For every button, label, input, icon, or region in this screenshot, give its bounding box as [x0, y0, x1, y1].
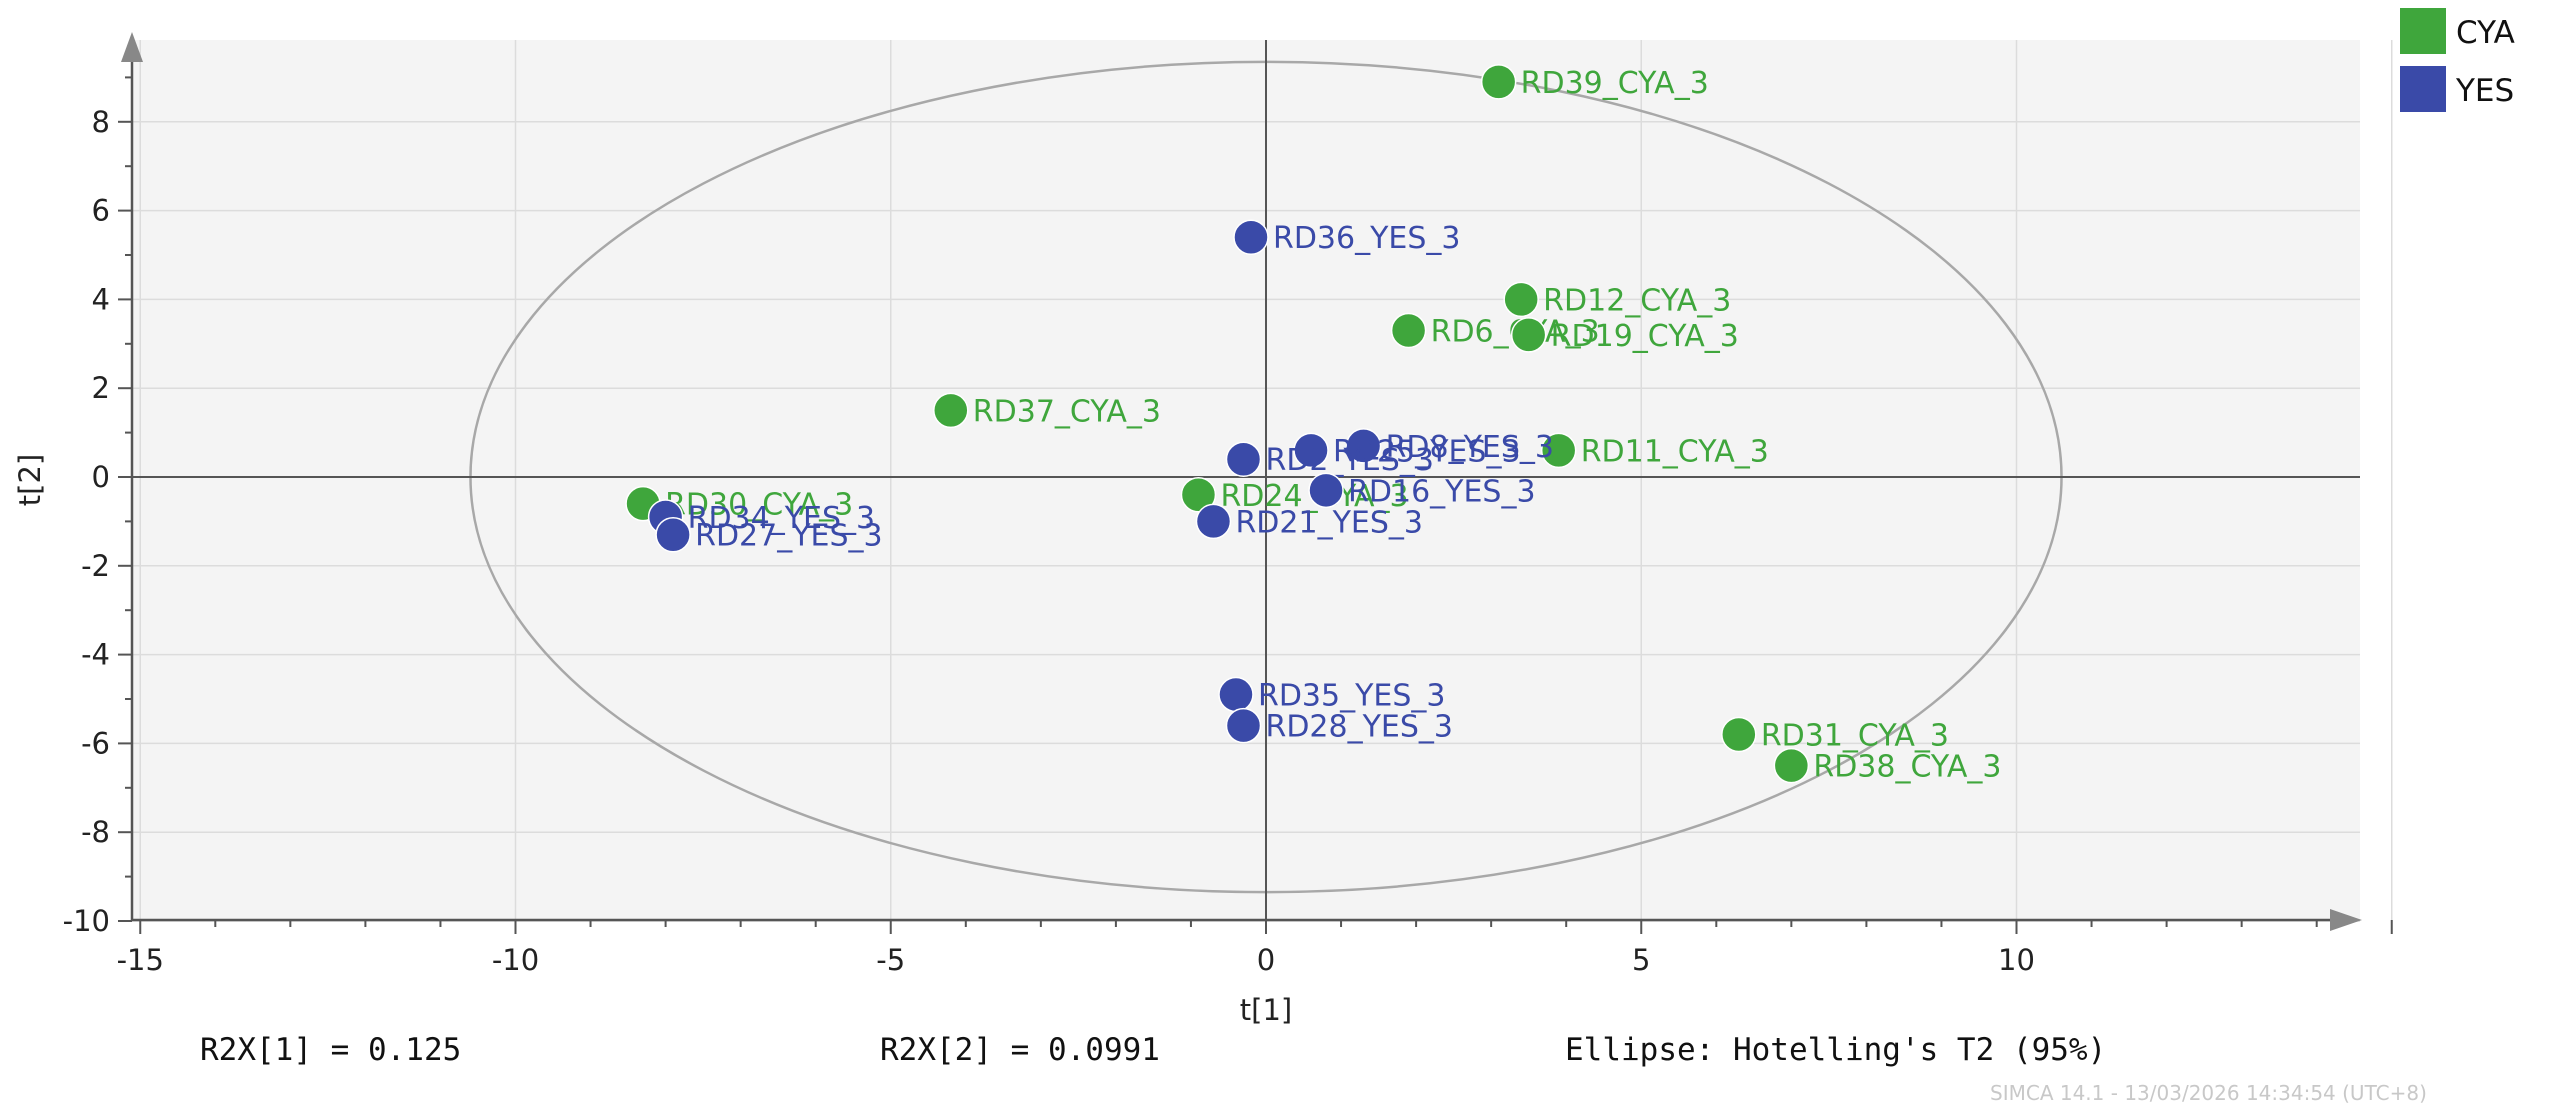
- point-label: RD27_YES_3: [695, 519, 883, 554]
- point-label: RD2_YES_3: [1265, 443, 1433, 478]
- point-rd39-cya-3: [1480, 64, 1517, 100]
- y-tick-label: 4: [92, 282, 110, 316]
- point-rd8-yes-3: [1345, 428, 1382, 464]
- x-tick-label: -5: [876, 943, 905, 977]
- y-tick-label: 8: [92, 105, 110, 139]
- x-axis-title: t[1]: [1240, 993, 1292, 1027]
- point-rd24-cya-3: [1180, 477, 1217, 513]
- x-tick-label: 10: [1998, 943, 2035, 977]
- point-label: RD37_CYA_3: [973, 394, 1161, 429]
- point-rd31-cya-3: [1721, 716, 1757, 753]
- point-label: RD30_CYA_3: [665, 488, 853, 523]
- point-rd16-yes-3: [1308, 472, 1344, 509]
- point-label: RD35_YES_3: [1258, 679, 1446, 714]
- point-rd25-yes-3: [1293, 432, 1329, 469]
- point-rd37-cya-3: [933, 392, 969, 429]
- y-tick-label: -10: [63, 904, 110, 938]
- point-rd36-yes-3: [1233, 219, 1269, 255]
- ellipse-label: Ellipse: Hotelling's T2 (95%): [1565, 1032, 2106, 1068]
- watermark-text: SIMCA 14.1 - 13/03/2026 14:34:54 (UTC+8): [1990, 1081, 2427, 1104]
- point-label: RD34_YES_3: [688, 501, 876, 536]
- y-tick-label: -2: [81, 549, 110, 583]
- point-rd2-yes-3: [1225, 441, 1262, 477]
- point-label: RD16_YES_3: [1348, 474, 1536, 509]
- point-label: RD38_CYA_3: [1813, 750, 2001, 785]
- point-rd19-cya-3: [1510, 317, 1547, 353]
- point-label: RD25_YES_3: [1333, 434, 1521, 469]
- point-rd6-cya-3: [1390, 312, 1427, 349]
- legend-label-cya: CYA: [2456, 15, 2515, 51]
- point-rd27-yes-3: [655, 516, 691, 553]
- point-label: RD28_YES_3: [1265, 710, 1453, 745]
- point-rd11-cya-3: [1540, 432, 1577, 469]
- x-tick-label: -10: [492, 943, 539, 977]
- y-axis-arrow: [121, 32, 143, 62]
- axes: [118, 32, 2393, 934]
- x-tick-label: -15: [117, 943, 164, 977]
- point-label: RD8_YES_3: [1386, 430, 1554, 465]
- plot-background: [132, 40, 2360, 920]
- x-tick-label: 0: [1257, 943, 1275, 977]
- x-axis-arrow: [2330, 909, 2362, 931]
- point-label: RD11_CYA_3: [1581, 434, 1769, 469]
- y-tick-label: -4: [81, 638, 110, 672]
- legend-swatch-cya: [2400, 8, 2446, 54]
- y-tick-label: 2: [92, 371, 110, 405]
- data-points: RD39_CYA_3RD12_CYA_3RD6_CYA_3RD19_CYA_3R…: [625, 64, 2002, 785]
- point-rd21-yes-3: [1195, 503, 1232, 540]
- point-label: RD31_CYA_3: [1761, 719, 1949, 754]
- legend: CYA YES: [2400, 8, 2515, 112]
- point-rd12-cya-3: [1503, 281, 1539, 318]
- r2x2-label: R2X[2] = 0.0991: [880, 1032, 1160, 1068]
- point-label: RD36_YES_3: [1273, 221, 1461, 256]
- point-label: RD39_CYA_3: [1521, 66, 1709, 101]
- point-label: RD12_CYA_3: [1543, 283, 1731, 318]
- y-axis-title: t[2]: [13, 454, 47, 506]
- y-tick-label: 0: [92, 460, 110, 494]
- point-rd35-yes-3: [1218, 676, 1254, 713]
- y-tick-label: -8: [81, 815, 110, 849]
- grid-lines: [132, 40, 2393, 922]
- legend-label-yes: YES: [2455, 73, 2514, 109]
- x-tick-label: 5: [1632, 943, 1650, 977]
- point-label: RD21_YES_3: [1235, 505, 1423, 540]
- point-rd28-yes-3: [1225, 707, 1262, 744]
- point-rd38-cya-3: [1773, 747, 1810, 784]
- legend-swatch-yes: [2400, 66, 2446, 112]
- y-tick-label: 6: [92, 194, 110, 228]
- r2x1-label: R2X[1] = 0.125: [200, 1032, 461, 1068]
- y-tick-label: -6: [81, 726, 110, 760]
- point-label: RD19_CYA_3: [1551, 319, 1739, 354]
